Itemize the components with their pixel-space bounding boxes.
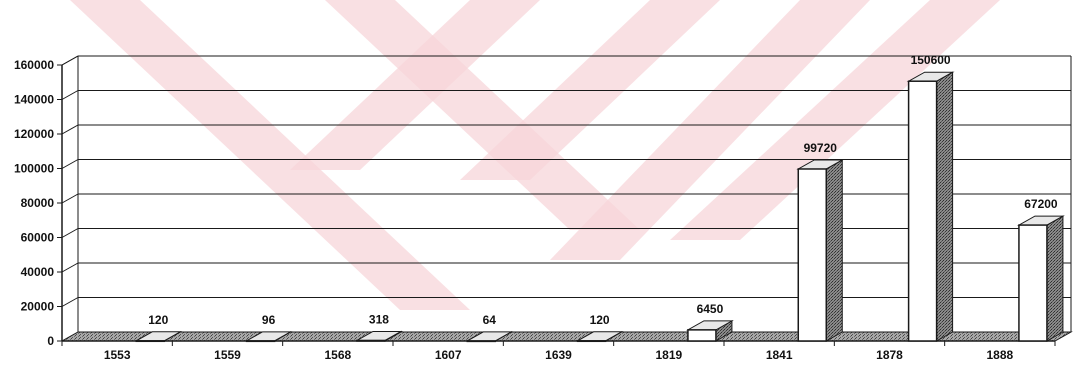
gridline-side (61, 124, 79, 135)
bar-1841 (796, 159, 845, 342)
data-label-1819: 6450 (697, 302, 724, 316)
watermark-stripe (70, 0, 470, 310)
bar-1819 (686, 320, 734, 342)
bar-side-face (1046, 215, 1064, 342)
y-axis-tick-labels: 0 20000 40000 60000 80000 100000 120000 140000 1… (14, 58, 54, 348)
gridline-side (61, 297, 79, 307)
y-tick-label: 160000 (14, 58, 54, 72)
watermark-stripe (325, 0, 640, 230)
bar-1559 (244, 330, 293, 343)
x-tick-label-1568: 1568 (324, 348, 351, 362)
gridline-side (61, 193, 79, 204)
x-tick-label-1888: 1888 (986, 348, 1013, 362)
data-label-1639: 120 (590, 313, 610, 327)
y-tick-label: 80000 (21, 196, 55, 210)
bar-front-face (135, 340, 166, 343)
y-tick-label: 40000 (21, 265, 55, 279)
x-tick-label-1607: 1607 (435, 348, 462, 362)
gridline-side (61, 228, 79, 238)
bar-1888 (1017, 215, 1065, 342)
x-tick-label-1841: 1841 (766, 348, 793, 362)
data-label-1888: 67200 (1024, 197, 1058, 211)
bar-front-face (356, 339, 386, 342)
bar-side-face (936, 71, 954, 342)
bar-side-face (825, 159, 843, 342)
bar-1553 (134, 330, 183, 343)
watermark-stripe (290, 0, 540, 170)
x-tick-label-1878: 1878 (876, 348, 903, 362)
bar-front-face (466, 340, 497, 343)
bar-front-face (797, 168, 828, 342)
data-label-1553: 120 (148, 313, 168, 327)
x-tick-label-1819: 1819 (655, 348, 682, 362)
gridline-side (61, 159, 79, 169)
x-axis-tick-labels: 1553 1559 1568 1607 1639 1819 1841 1878 1888 (104, 348, 1014, 362)
y-tick-label: 100000 (14, 162, 54, 176)
axes (57, 55, 1056, 346)
gridline-side (61, 90, 79, 100)
bar-front-face (245, 340, 276, 343)
bar-1639 (575, 330, 624, 343)
bar-front-face (907, 80, 938, 342)
data-labels: 120 96 318 64 120 6450 99720 150600 67200 (148, 53, 1058, 327)
gridlines (61, 55, 1072, 332)
y-tick-label: 60000 (21, 231, 55, 245)
data-label-1607: 64 (483, 313, 497, 327)
bar-front-face (1018, 224, 1048, 342)
y-axis-top-edge (61, 55, 79, 66)
x-tick-label-1639: 1639 (545, 348, 572, 362)
x-tick-label-1553: 1553 (104, 348, 131, 362)
data-label-1559: 96 (262, 313, 276, 327)
watermark-stripe (550, 0, 870, 260)
data-label-1841: 99720 (804, 141, 838, 155)
watermark-stripe (670, 0, 1000, 240)
bar-1607 (465, 331, 514, 343)
bar-front-face (576, 340, 607, 343)
bars (134, 71, 1065, 343)
y-tick-label: 140000 (14, 93, 54, 107)
bar-1878 (906, 71, 955, 342)
x-tick-label-1559: 1559 (214, 348, 241, 362)
y-tick-label: 120000 (14, 127, 54, 141)
gridline-side (61, 262, 79, 273)
data-label-1878: 150600 (911, 53, 951, 67)
y-tick-label: 20000 (21, 300, 55, 314)
y-tick-label: 0 (47, 334, 54, 348)
data-label-1568: 318 (369, 312, 389, 326)
bar-1568 (355, 330, 403, 342)
bar-front-face (687, 329, 717, 342)
